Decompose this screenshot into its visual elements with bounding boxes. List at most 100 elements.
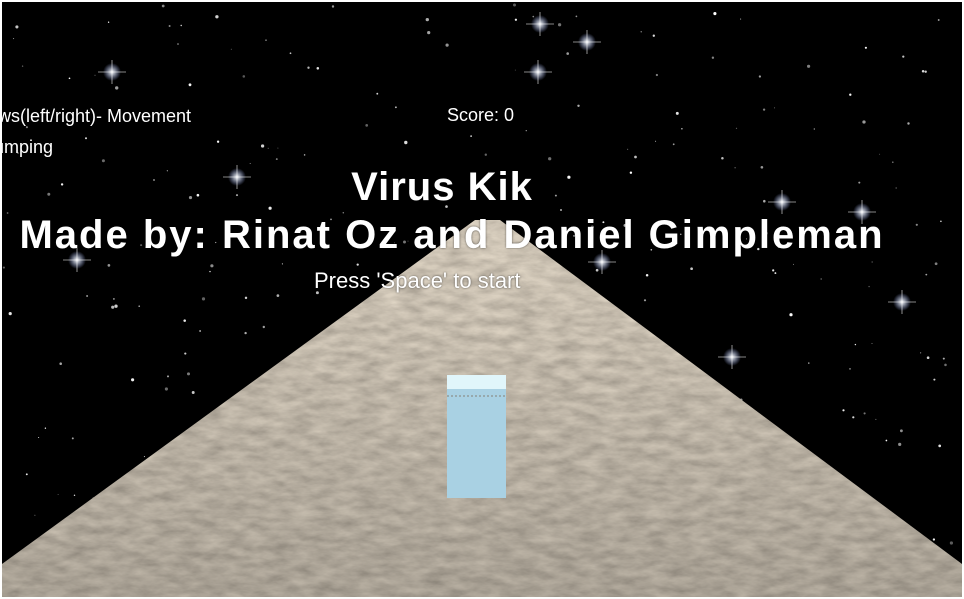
star <box>44 427 47 429</box>
star <box>652 34 655 37</box>
star <box>268 206 272 210</box>
star <box>131 378 135 382</box>
star <box>672 143 675 146</box>
star <box>653 231 655 233</box>
star <box>168 25 171 27</box>
star <box>875 418 877 420</box>
star <box>942 357 945 360</box>
star <box>907 122 910 125</box>
star <box>627 148 629 150</box>
star <box>13 38 15 40</box>
star <box>394 106 397 109</box>
star <box>734 167 736 169</box>
star <box>186 372 191 376</box>
star <box>86 295 89 297</box>
star <box>394 242 396 244</box>
star <box>427 31 431 35</box>
star <box>713 12 717 16</box>
star <box>260 144 265 148</box>
star <box>445 205 448 208</box>
star <box>196 193 200 197</box>
star <box>623 223 627 227</box>
star <box>38 436 40 439</box>
star <box>2 266 5 269</box>
star <box>331 5 335 8</box>
star <box>849 93 852 96</box>
star <box>107 264 111 267</box>
start-prompt: Press 'Space' to start <box>314 268 521 293</box>
star <box>403 240 406 244</box>
star <box>721 157 724 160</box>
star <box>276 294 280 297</box>
star <box>629 171 633 174</box>
star <box>864 46 867 49</box>
star <box>813 128 815 130</box>
star <box>854 343 857 346</box>
star <box>871 261 873 263</box>
star <box>681 127 683 130</box>
star <box>885 439 888 442</box>
star <box>711 56 715 59</box>
star <box>858 181 861 184</box>
star <box>863 412 866 415</box>
star <box>879 153 881 155</box>
star <box>892 161 894 163</box>
star <box>143 456 145 458</box>
star <box>153 179 155 181</box>
star <box>944 363 947 367</box>
star <box>188 196 193 200</box>
star <box>895 187 897 189</box>
star <box>21 65 24 67</box>
star <box>17 152 19 154</box>
star <box>209 270 211 273</box>
star <box>164 387 168 391</box>
star <box>85 137 87 140</box>
star <box>425 17 429 22</box>
star <box>376 92 379 95</box>
star <box>643 299 647 302</box>
star <box>41 226 44 229</box>
star <box>548 157 552 161</box>
star <box>932 538 936 541</box>
star <box>342 212 345 214</box>
star <box>575 15 578 18</box>
star <box>404 140 408 145</box>
score-display: Score: 0 <box>447 105 515 125</box>
star <box>57 493 59 495</box>
star <box>115 86 119 90</box>
star <box>849 368 851 370</box>
star <box>602 221 605 224</box>
star <box>365 124 369 127</box>
star <box>47 192 51 196</box>
star <box>138 305 141 308</box>
star <box>690 267 693 271</box>
star <box>201 297 206 301</box>
star <box>807 64 811 68</box>
star <box>244 296 248 300</box>
star <box>166 170 168 172</box>
star <box>215 15 219 19</box>
star <box>740 18 742 20</box>
star <box>758 75 762 78</box>
star <box>920 352 922 354</box>
star <box>114 304 118 308</box>
star <box>514 18 518 21</box>
star <box>655 73 659 77</box>
controls-jump-hint: jumping <box>2 137 54 157</box>
star <box>68 77 71 80</box>
star <box>760 165 764 169</box>
star <box>808 362 810 364</box>
star <box>793 263 794 265</box>
star <box>454 118 457 122</box>
star <box>445 43 449 47</box>
star <box>525 130 527 132</box>
star <box>842 409 845 412</box>
star <box>303 154 306 156</box>
star <box>101 159 105 163</box>
star <box>25 473 28 476</box>
star <box>244 331 247 335</box>
star <box>640 31 642 33</box>
star <box>277 147 279 149</box>
